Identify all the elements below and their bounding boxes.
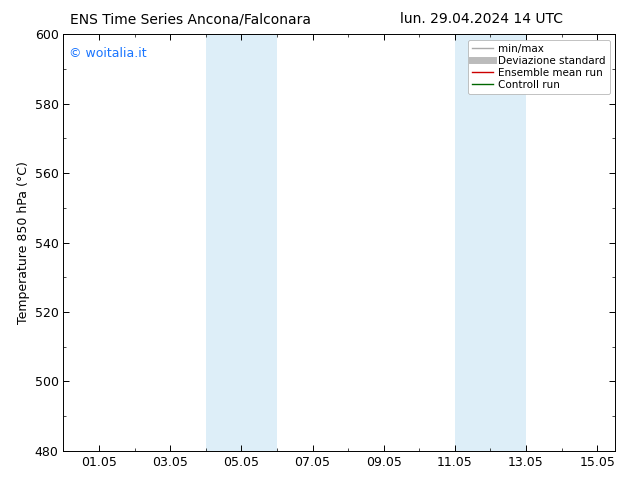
Text: © woitalia.it: © woitalia.it: [69, 47, 146, 60]
Bar: [242, 34, 277, 451]
Text: lun. 29.04.2024 14 UTC: lun. 29.04.2024 14 UTC: [400, 12, 564, 26]
Bar: [491, 34, 526, 451]
Text: ENS Time Series Ancona/Falconara: ENS Time Series Ancona/Falconara: [70, 12, 311, 26]
Y-axis label: Temperature 850 hPa (°C): Temperature 850 hPa (°C): [17, 161, 30, 324]
Bar: [206, 34, 242, 451]
Bar: [455, 34, 491, 451]
Legend: min/max, Deviazione standard, Ensemble mean run, Controll run: min/max, Deviazione standard, Ensemble m…: [468, 40, 610, 94]
